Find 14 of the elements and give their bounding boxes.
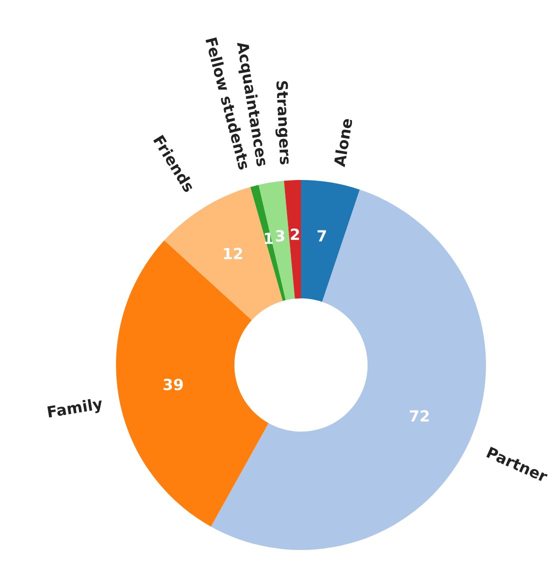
data-label: 7 [318,230,326,242]
donut-slice [284,180,301,299]
donut-slice [301,180,360,302]
data-label: 3 [276,230,284,242]
data-label: 12 [224,248,242,260]
data-label: 72 [410,410,429,422]
donut-slice [250,184,286,301]
data-label: 2 [290,228,300,240]
donut-slice [210,190,486,550]
data-label: 39 [164,378,183,390]
data-label: 1 [264,232,273,244]
slice-label: Family [47,397,104,421]
slice-label: Alone [333,118,353,168]
slice-label: Strangers [273,80,292,165]
